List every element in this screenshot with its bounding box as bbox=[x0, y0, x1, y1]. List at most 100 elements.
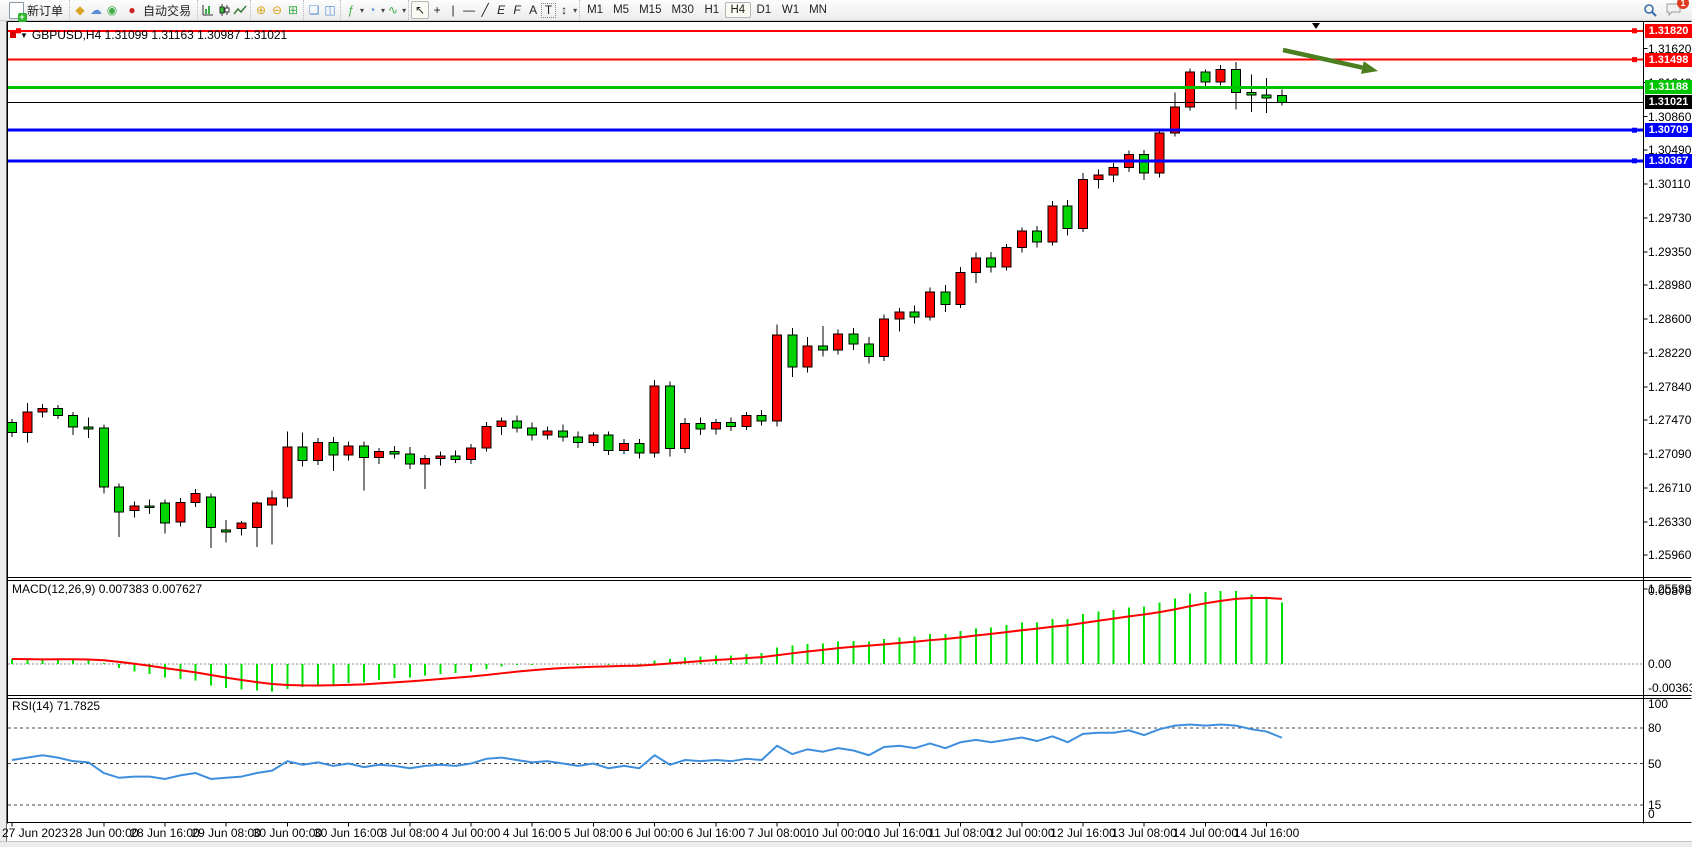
cursor-icon[interactable]: ↖ bbox=[411, 1, 430, 19]
window-bottom-edge bbox=[0, 841, 1692, 847]
candle-down bbox=[909, 311, 920, 318]
price-tick-label: 1.26330 bbox=[1648, 515, 1692, 530]
horizontal-line-icon[interactable]: — bbox=[463, 3, 476, 17]
candle-up bbox=[343, 445, 354, 456]
indicators-dropdown-icon[interactable]: ▾ bbox=[360, 5, 365, 15]
candle-down bbox=[98, 427, 109, 488]
candle-up bbox=[772, 334, 782, 422]
candle-up bbox=[1016, 230, 1027, 248]
candle-down bbox=[52, 407, 63, 417]
candle-down bbox=[1200, 71, 1211, 83]
chart-canvas[interactable] bbox=[0, 21, 1692, 847]
chart-window[interactable]: ▼ GBPUSD,H4 1.31099 1.31163 1.30987 1.31… bbox=[0, 21, 1692, 847]
timeframe-m30-button[interactable]: M30 bbox=[666, 2, 698, 18]
history-center-icon[interactable]: ◆ bbox=[75, 3, 85, 17]
rsi-axis-label: 15 bbox=[1648, 798, 1662, 813]
text-label-icon[interactable]: T bbox=[541, 2, 557, 18]
candle-up bbox=[481, 425, 492, 449]
community-icon[interactable]: ☁ bbox=[90, 3, 103, 17]
trendline-icon[interactable]: ╱ bbox=[481, 3, 489, 17]
zoom-out-icon[interactable]: ⊖ bbox=[272, 3, 283, 17]
price-tick-label: 1.25960 bbox=[1648, 548, 1692, 563]
chart-shift-icon[interactable]: ◫ bbox=[324, 3, 336, 17]
line-handle-icon[interactable] bbox=[1632, 28, 1637, 34]
candle-up bbox=[970, 257, 981, 273]
templates-dropdown-icon[interactable]: ▾ bbox=[402, 5, 407, 15]
timeframe-h4-button[interactable]: H4 bbox=[724, 2, 751, 18]
candle-down bbox=[1139, 153, 1150, 174]
price-tick-label: 1.31620 bbox=[1648, 41, 1692, 56]
candle-up bbox=[1093, 174, 1104, 180]
price-tick-label: 1.28980 bbox=[1648, 277, 1692, 292]
templates-icon[interactable]: ∿ bbox=[388, 3, 399, 17]
candle-up bbox=[282, 446, 293, 499]
symbol-dropdown-triangle-icon[interactable]: ▼ bbox=[20, 30, 28, 40]
candle-down bbox=[205, 496, 216, 528]
candle-down bbox=[328, 441, 339, 456]
candle-up bbox=[588, 434, 599, 443]
candle-down bbox=[986, 257, 997, 268]
date-axis-label: 12 Jul 16:00 bbox=[1050, 826, 1116, 840]
timeframe-w1-button[interactable]: W1 bbox=[777, 2, 804, 18]
candle-down bbox=[83, 426, 94, 430]
candle-up bbox=[313, 441, 323, 461]
annotation-arrowhead-icon[interactable] bbox=[1360, 61, 1378, 74]
signals-icon[interactable]: ◉ bbox=[106, 3, 118, 17]
price-tag: 1.31820 bbox=[1645, 23, 1692, 38]
text-icon[interactable]: A bbox=[529, 3, 538, 17]
timeframe-m1-button[interactable]: M1 bbox=[582, 2, 608, 18]
timeframe-h1-button[interactable]: H1 bbox=[699, 2, 725, 18]
timeframe-m15-button[interactable]: M15 bbox=[634, 2, 666, 18]
periods-dropdown-icon[interactable]: ▾ bbox=[381, 5, 386, 15]
tile-windows-icon[interactable]: ⊞ bbox=[288, 3, 299, 17]
zoom-in-icon[interactable]: ⊕ bbox=[256, 3, 267, 17]
price-tick-label: 1.30110 bbox=[1648, 176, 1691, 191]
timeframe-mn-button[interactable]: MN bbox=[804, 2, 832, 18]
bar-chart-icon[interactable] bbox=[200, 2, 216, 18]
line-handle-icon[interactable] bbox=[1632, 158, 1637, 164]
candlestick-chart-icon[interactable] bbox=[216, 2, 232, 18]
candle-down bbox=[940, 291, 951, 306]
equidistant-channel-icon[interactable]: E bbox=[497, 3, 506, 17]
candle-down bbox=[664, 385, 675, 450]
macd-axis-label: 0.008782 bbox=[1648, 584, 1692, 599]
candle-down bbox=[527, 427, 538, 436]
rsi-indicator-label: RSI(14) 71.7825 bbox=[12, 699, 101, 713]
fibonacci-icon[interactable]: F bbox=[513, 3, 521, 17]
timeframe-d1-button[interactable]: D1 bbox=[751, 2, 777, 18]
candle-down bbox=[817, 345, 828, 351]
notifications-button[interactable]: 1 bbox=[1666, 0, 1689, 19]
macd-axis-label: 0.00 bbox=[1648, 657, 1672, 671]
candle-up bbox=[1047, 205, 1058, 243]
indicators-icon[interactable]: ƒ bbox=[347, 3, 355, 17]
crosshair-icon[interactable]: + bbox=[433, 3, 441, 17]
candle-up bbox=[236, 522, 247, 529]
timeframe-m5-button[interactable]: M5 bbox=[608, 2, 634, 18]
auto-trading-button[interactable]: ● 自动交易 bbox=[120, 1, 195, 19]
arrows-icon[interactable]: ↕ bbox=[561, 3, 568, 17]
candle-up bbox=[37, 407, 48, 413]
date-axis-label: 5 Jul 08:00 bbox=[564, 826, 623, 840]
line-chart-icon[interactable] bbox=[232, 2, 248, 18]
line-handle-icon[interactable] bbox=[1632, 127, 1637, 133]
candle-up bbox=[802, 345, 813, 368]
candle-up bbox=[190, 492, 201, 503]
candle-down bbox=[7, 422, 17, 434]
search-icon[interactable] bbox=[1642, 2, 1658, 18]
annotation-arrow-line[interactable] bbox=[1282, 47, 1363, 70]
vertical-line-icon[interactable]: | bbox=[451, 3, 455, 17]
arrows-dropdown-icon[interactable]: ▾ bbox=[573, 5, 578, 15]
date-axis-label: 3 Jul 08:00 bbox=[380, 826, 440, 840]
date-axis-label: 12 Jul 00:00 bbox=[989, 826, 1055, 840]
periods-icon[interactable]: ◔ bbox=[368, 3, 376, 17]
new-order-label: 新订单 bbox=[27, 3, 64, 18]
auto-scroll-icon[interactable]: ❏ bbox=[308, 3, 320, 17]
line-anchor-handle-icon[interactable] bbox=[10, 32, 16, 38]
new-order-button[interactable]: + 新订单 bbox=[4, 1, 67, 22]
date-axis-label: 14 Jul 16:00 bbox=[1233, 826, 1300, 840]
date-axis-label: 10 Jul 16:00 bbox=[866, 826, 933, 840]
new-order-icon: + bbox=[8, 1, 27, 22]
auto-trading-icon: ● bbox=[128, 3, 136, 17]
line-handle-icon[interactable] bbox=[1632, 57, 1637, 63]
